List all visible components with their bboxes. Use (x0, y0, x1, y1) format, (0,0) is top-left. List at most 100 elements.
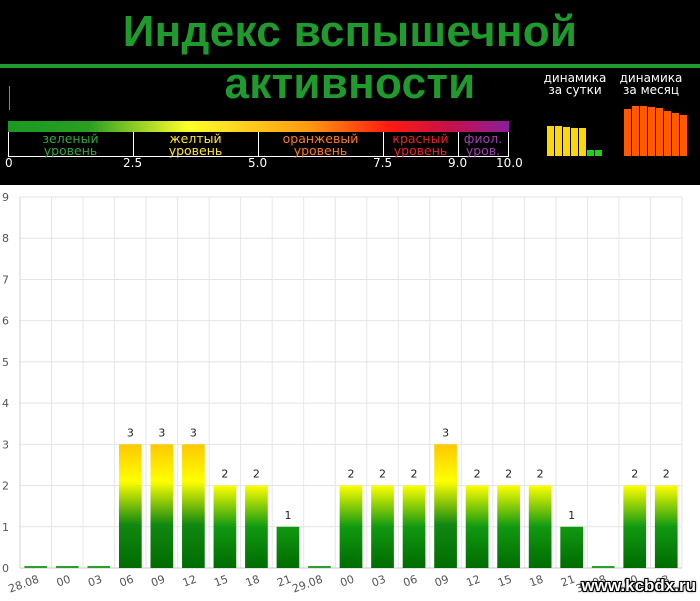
x-tick-label: 03 (654, 573, 672, 590)
chart-bar (371, 485, 394, 568)
bar-value-label: 1 (284, 509, 291, 522)
daily-dynamics-bar (587, 150, 594, 156)
x-tick-label: 09 (149, 573, 167, 590)
bar-value-label: 2 (631, 468, 638, 481)
chart-bar (87, 566, 111, 568)
bar-value-label: 3 (127, 426, 134, 439)
bar-value-label: 2 (348, 468, 355, 481)
x-tick-label: 00 (622, 573, 640, 590)
y-tick-label: 7 (2, 273, 9, 286)
scale-level-red: красный уровень (392, 131, 449, 158)
bar-value-label: 2 (505, 468, 512, 481)
monthly-dynamics-bar (664, 111, 671, 156)
y-tick-label: 5 (2, 356, 9, 369)
daily-dynamics-bar (563, 127, 570, 156)
x-tick-label: 28.08 (7, 573, 41, 596)
scale-tick-0 (8, 132, 9, 157)
x-tick-label: 06 (118, 573, 136, 590)
scale-value-label: 9.0 (448, 156, 468, 170)
scale-level-orange: оранжевый уровень (282, 131, 359, 158)
scale-tick-9-0 (458, 132, 459, 157)
y-tick-label: 9 (2, 191, 9, 204)
scale-value-label: 5.0 (248, 156, 268, 170)
x-tick-label: 03 (86, 573, 104, 590)
scale-level-green: зеленый уровень (42, 131, 99, 158)
activity-scale-gradient (8, 121, 509, 132)
monthly-dynamics-bar (648, 107, 655, 156)
chart-bar (245, 485, 268, 568)
scale-value-label: 10.0 (496, 156, 523, 170)
chart-bar (654, 485, 678, 568)
scale-value-label: 2.5 (123, 156, 143, 170)
y-tick-label: 8 (2, 232, 9, 245)
scale-tick-5-0 (258, 132, 259, 157)
bar-value-labels: 3 3 3 2 2 1 2 2 2 3 2 2 2 1 2 2 (127, 426, 670, 521)
y-tick-label: 4 (2, 397, 9, 410)
scale-tick-10-0 (508, 132, 509, 157)
x-tick-label: 00 (55, 573, 73, 590)
chart-bar (528, 485, 552, 568)
header-panel: Индекс вспышечной активности зеленый уров… (0, 0, 700, 185)
bar-value-label: 2 (474, 468, 481, 481)
daily-dynamics-bar (579, 128, 586, 156)
x-tick-label: 12 (181, 573, 199, 590)
scale-level-yellow: желтый уровень (168, 131, 223, 158)
title-divider (0, 64, 700, 68)
chart-bar (402, 485, 426, 568)
x-tick-label: 03 (370, 573, 388, 590)
daily-dynamics-bar (547, 126, 554, 156)
y-tick-label: 6 (2, 315, 9, 328)
chart-bar (591, 566, 615, 568)
x-tick-label: 21 (559, 573, 577, 590)
y-axis-ticks: 0 1 2 3 4 5 6 7 8 9 (2, 191, 9, 575)
bar-value-label: 2 (253, 468, 260, 481)
chart-bar (339, 485, 363, 568)
x-tick-label: 29.08 (290, 573, 324, 596)
x-tick-label: 00 (338, 573, 356, 590)
x-tick-label: 15 (212, 573, 230, 590)
bar-value-label: 2 (221, 468, 228, 481)
chart-bar (182, 444, 205, 568)
current-value-marker (9, 86, 10, 110)
bar-value-label: 3 (190, 426, 197, 439)
monthly-dynamics-bar (656, 108, 663, 156)
daily-dynamics-bar (555, 126, 562, 156)
chart-bar (434, 444, 457, 568)
chart-bar (497, 485, 520, 568)
monthly-dynamics-label: динамика за месяц (619, 71, 683, 97)
bar-value-label: 2 (537, 468, 544, 481)
y-tick-label: 3 (2, 438, 9, 451)
chart-bar (24, 566, 48, 568)
chart-bar (308, 566, 331, 568)
x-tick-label: 06 (401, 573, 419, 590)
x-tick-label: 09 (433, 573, 451, 590)
monthly-dynamics-bar (632, 106, 639, 156)
x-tick-label: 15 (496, 573, 514, 590)
bar-value-label: 2 (379, 468, 386, 481)
daily-dynamics-label: динамика за сутки (543, 71, 607, 97)
chart-bar (560, 526, 584, 568)
bar-value-label: 2 (663, 468, 670, 481)
x-tick-label: 18 (244, 573, 262, 590)
chart-bar (465, 485, 489, 568)
y-tick-label: 0 (2, 562, 9, 575)
daily-dynamics-bar (571, 128, 578, 156)
scale-tick-7-5 (383, 132, 384, 157)
bar-value-label: 3 (158, 426, 165, 439)
x-tick-label: 21 (275, 573, 293, 590)
scale-tick-2-5 (133, 132, 134, 157)
scale-level-purple: фиол. уров. (463, 131, 503, 158)
chart-bar (55, 566, 79, 568)
monthly-dynamics-bar (624, 109, 631, 156)
monthly-dynamics-bar (640, 106, 647, 156)
scale-value-label: 0 (5, 156, 13, 170)
monthly-dynamics-bar (672, 113, 679, 156)
y-tick-label: 2 (2, 480, 9, 493)
bar-value-label: 1 (568, 509, 575, 522)
scale-value-label: 7.5 (373, 156, 393, 170)
bar-value-label: 2 (411, 468, 418, 481)
chart-bar (276, 526, 300, 568)
bar-value-label: 3 (442, 426, 449, 439)
